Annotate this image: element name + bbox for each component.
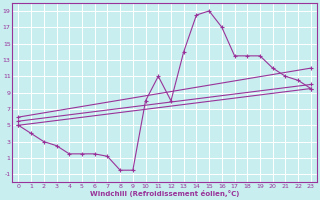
X-axis label: Windchill (Refroidissement éolien,°C): Windchill (Refroidissement éolien,°C) <box>90 190 239 197</box>
